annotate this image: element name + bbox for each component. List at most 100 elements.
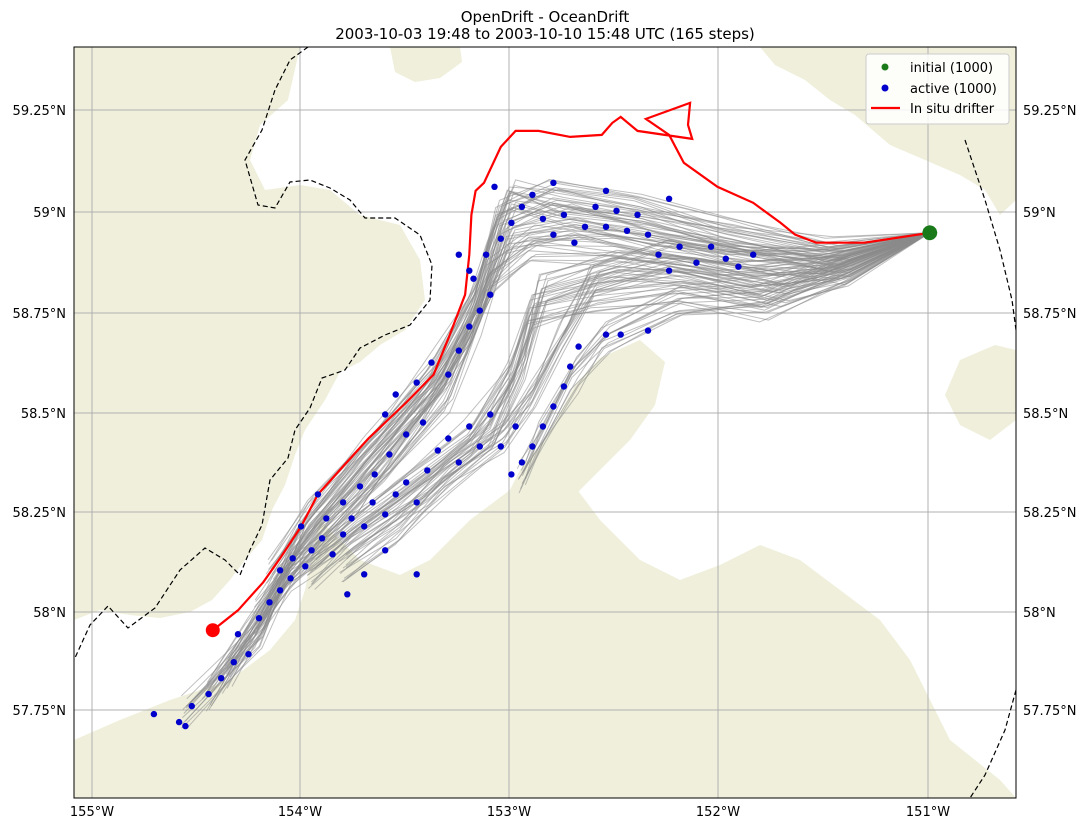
particle-trajectory: [265, 190, 930, 575]
y-tick-label-left-59.25: 59.25°N: [13, 104, 66, 119]
legend: initial (1000) active (1000) In situ dri…: [865, 53, 1010, 125]
active-particle: [665, 267, 673, 274]
active-particle: [613, 207, 620, 214]
particle-layer: [150, 179, 938, 730]
active-particle: [323, 515, 330, 522]
x-tick-label-154w: 154°W: [278, 805, 322, 820]
active-particle: [371, 471, 378, 478]
initial-particle: [927, 226, 937, 236]
active-particle: [529, 443, 536, 450]
active-particle: [693, 259, 700, 266]
active-particle: [234, 631, 242, 638]
y-tick-label-right-58.25: 58.25°N: [1023, 506, 1076, 521]
active-particle: [455, 459, 462, 466]
active-particle: [529, 191, 536, 198]
active-particle: [361, 571, 368, 578]
active-particle: [592, 203, 599, 210]
active-particle: [707, 243, 715, 250]
active-particle: [470, 275, 477, 282]
active-particle: [308, 547, 315, 554]
y-tick-label-right-58.5: 58.5°N: [1023, 407, 1068, 422]
x-tick-label-151w: 151°W: [906, 805, 950, 820]
drifter-track: [212, 101, 930, 632]
land-east-island: [945, 345, 1016, 440]
legend-marker-active: [881, 84, 889, 92]
active-particle: [356, 483, 364, 490]
active-particle: [318, 535, 326, 542]
x-tick-label-153w: 153°W: [487, 805, 531, 820]
land-kodiak-main: [74, 470, 1016, 798]
x-tick-label-155w: 155°W: [70, 805, 114, 820]
active-particle: [466, 267, 473, 274]
active-particle: [634, 211, 641, 218]
boundary-east: [964, 139, 1016, 331]
active-particle: [266, 599, 273, 606]
active-particle: [550, 179, 557, 186]
active-particle: [344, 591, 351, 598]
particle-trajectory: [270, 192, 930, 570]
y-tick-label-right-58.75: 58.75°N: [1023, 307, 1076, 322]
active-particle: [655, 251, 662, 258]
particle-trajectory: [306, 232, 930, 564]
active-particle: [644, 327, 652, 334]
legend-label-drifter: In situ drifter: [910, 102, 995, 117]
active-particle: [560, 383, 568, 390]
y-tick-label-left-58.75: 58.75°N: [13, 307, 66, 322]
drifter-end-point: [205, 623, 220, 638]
active-particle: [518, 203, 526, 210]
active-particle: [392, 491, 399, 498]
y-tick-label-right-59: 59°N: [1023, 206, 1056, 221]
active-particle: [550, 231, 557, 238]
y-tick-label-right-59.25: 59.25°N: [1023, 104, 1076, 119]
active-particle: [539, 423, 547, 430]
active-particle: [644, 231, 652, 238]
active-particle: [289, 555, 296, 562]
active-particle: [455, 347, 462, 354]
active-particle: [182, 722, 189, 730]
active-particle: [476, 307, 483, 314]
active-particle: [382, 411, 389, 418]
active-particle: [339, 531, 347, 538]
active-particle: [424, 467, 431, 474]
particle-trajectory: [343, 232, 931, 579]
legend-marker-initial: [881, 63, 889, 71]
particle-trajectory: [266, 201, 930, 584]
active-particle: [348, 515, 355, 522]
active-particle: [361, 523, 368, 530]
boundary-west: [74, 47, 433, 661]
active-particle: [750, 251, 757, 258]
active-particle: [276, 587, 284, 594]
active-particle: [255, 615, 263, 622]
plot-frame: [73, 46, 1017, 799]
land-mainland-west: [74, 47, 425, 620]
active-particle: [487, 411, 494, 418]
active-particle: [735, 263, 742, 270]
y-tick-label-left-59: 59°N: [33, 206, 66, 221]
chart-title: OpenDrift - OceanDrift: [461, 8, 630, 26]
active-particle: [518, 459, 526, 466]
active-particle: [386, 451, 393, 458]
y-tick-label-right-57.75: 57.75°N: [1023, 704, 1076, 719]
particle-trajectory: [210, 232, 931, 707]
particle-trajectory: [271, 208, 930, 591]
y-tick-label-left-58.5: 58.5°N: [21, 407, 66, 422]
map-area: [74, 47, 1016, 798]
particle-trajectory: [272, 199, 930, 580]
x-axis-labels: 155°W 154°W 153°W 152°W 151°W: [70, 805, 950, 820]
legend-label-initial: initial (1000): [910, 61, 993, 76]
active-particle: [602, 331, 610, 338]
active-particle: [413, 499, 420, 506]
active-particle: [297, 523, 305, 530]
particle-trajectory: [521, 232, 931, 484]
active-particle: [339, 499, 347, 506]
y-tick-label-left-58: 58°N: [33, 606, 66, 621]
land-layer: [74, 47, 1016, 798]
active-particle: [245, 651, 252, 658]
active-particle: [314, 491, 322, 498]
active-particle: [287, 575, 294, 582]
active-particle: [539, 215, 547, 222]
active-particle: [413, 571, 420, 578]
active-particle: [382, 511, 389, 518]
y-tick-label-left-57.75: 57.75°N: [13, 704, 66, 719]
active-particle: [571, 239, 578, 246]
